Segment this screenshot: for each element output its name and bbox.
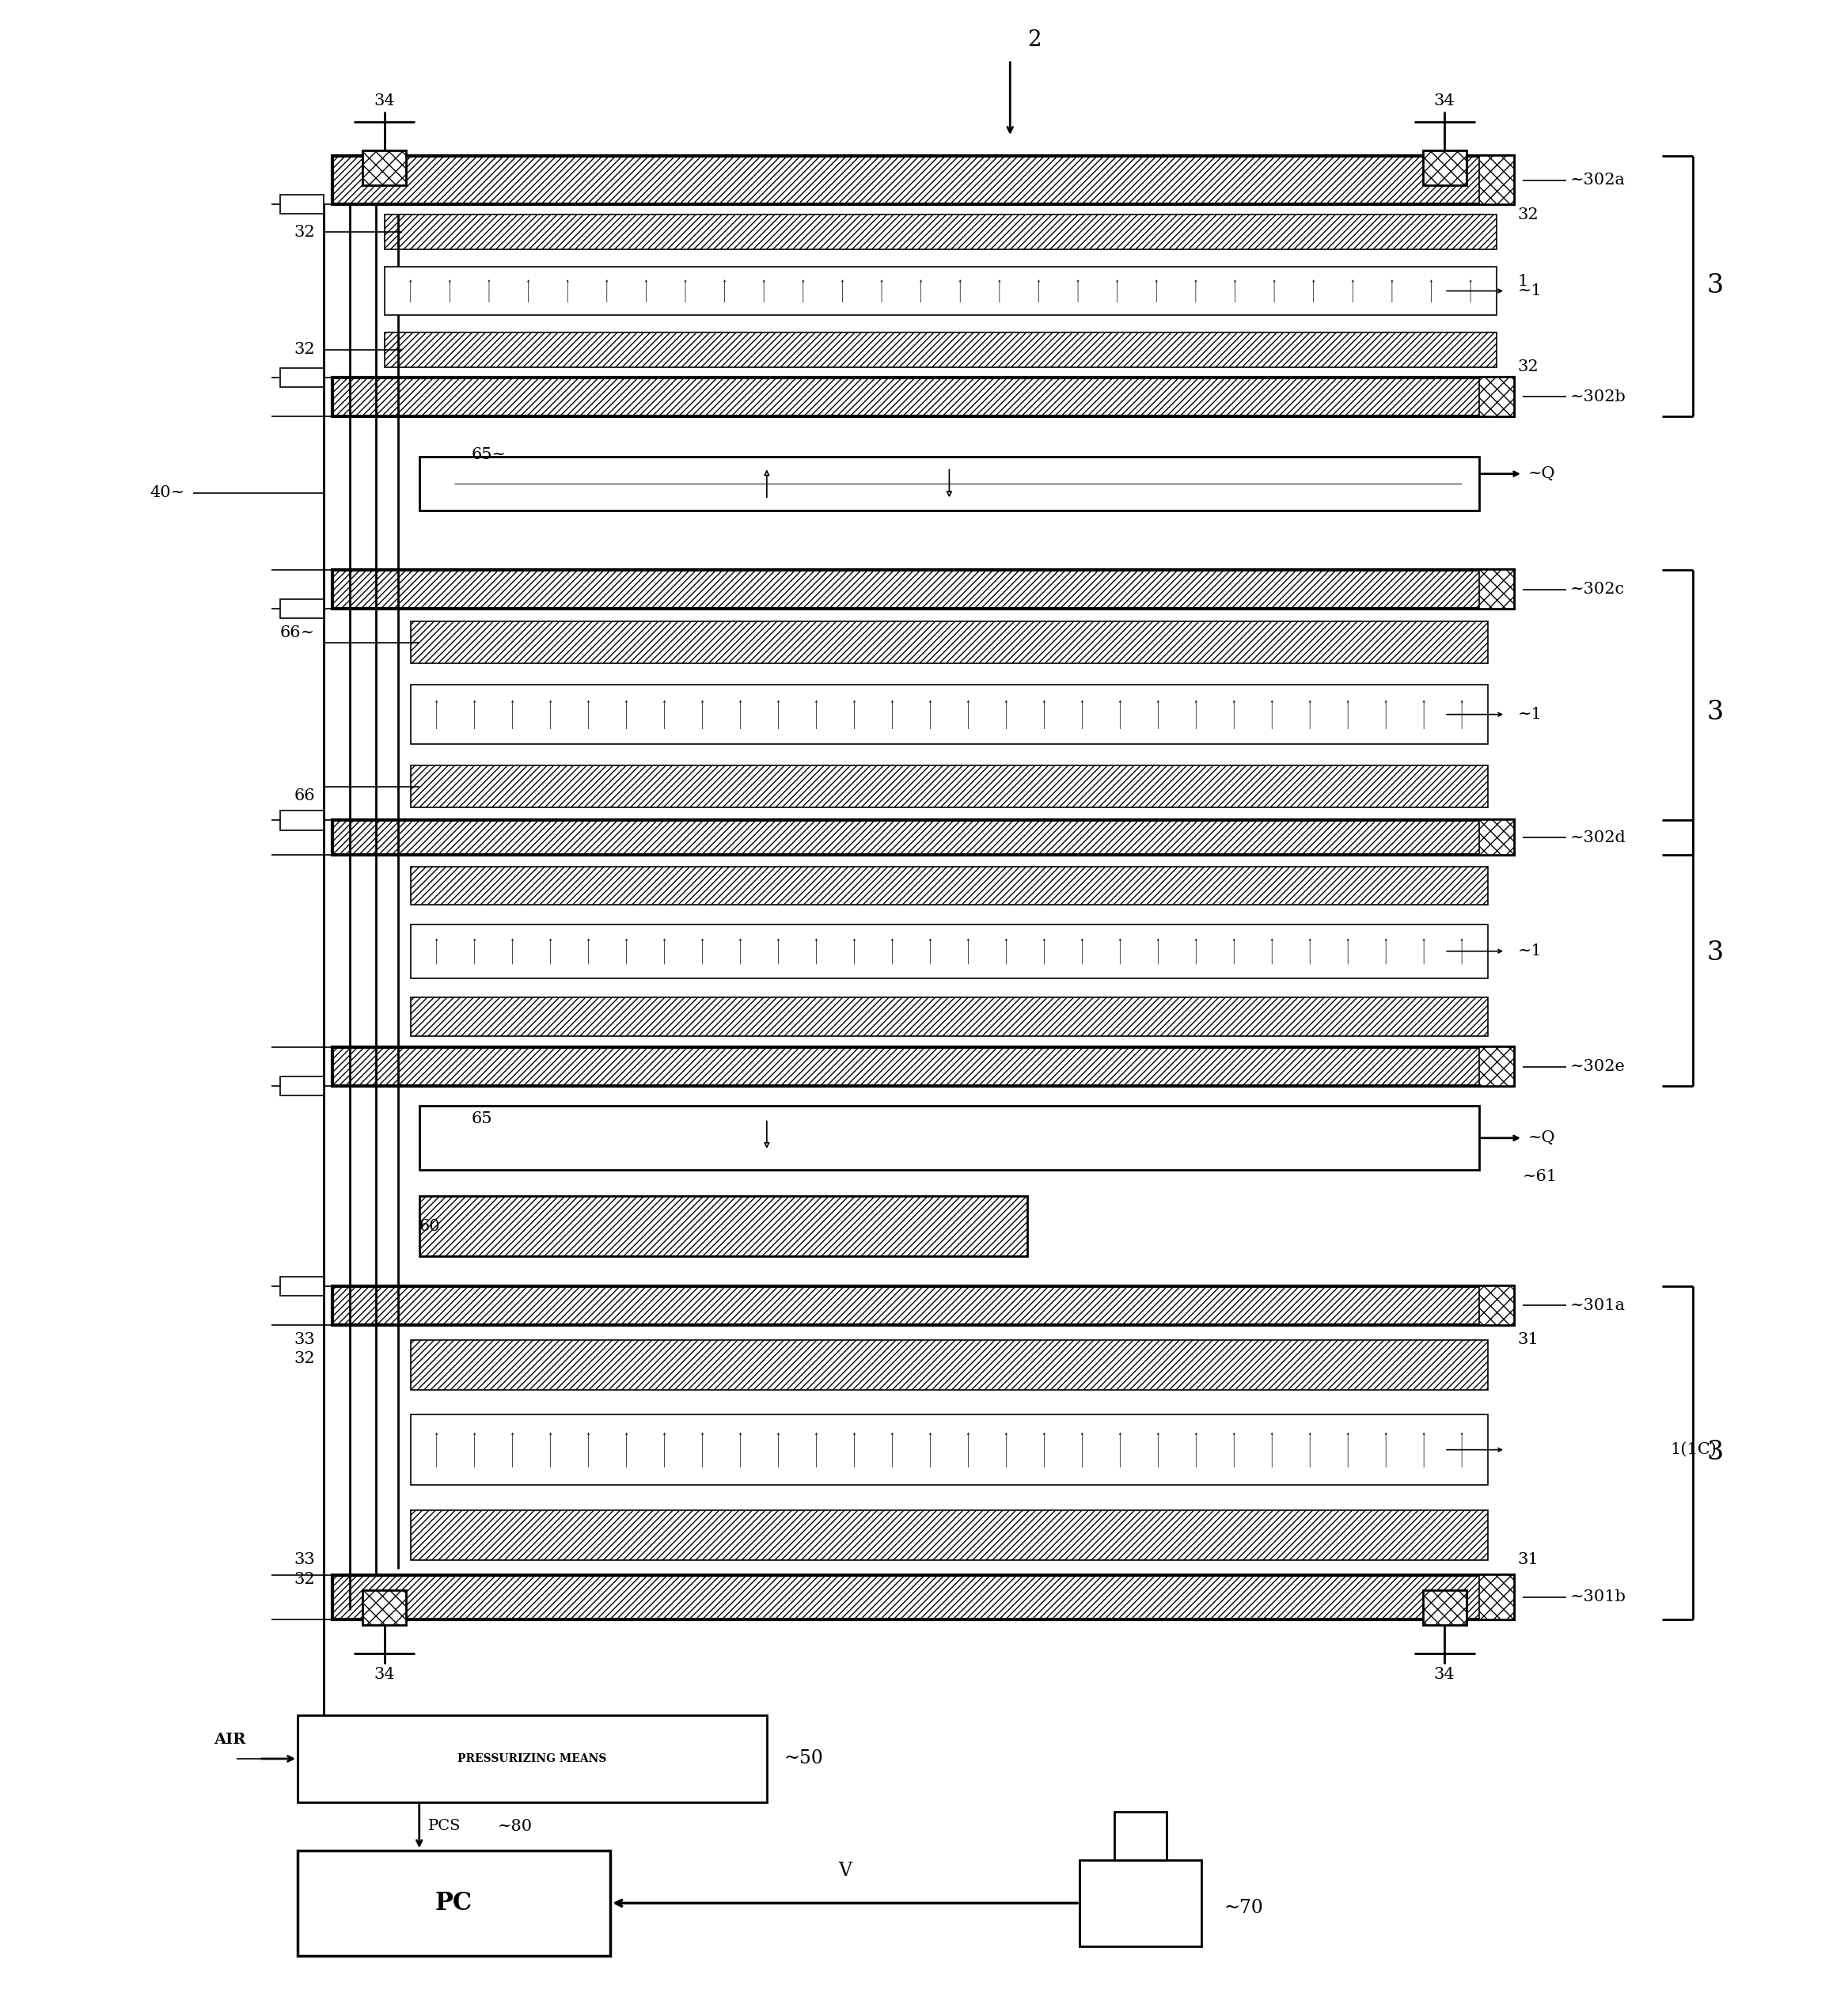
- Text: ~50: ~50: [785, 1750, 823, 1768]
- Text: ~Q: ~Q: [1527, 466, 1555, 482]
- Text: 31: 31: [1518, 1552, 1538, 1566]
- Text: 32: 32: [294, 1572, 315, 1587]
- Text: ~301b: ~301b: [1569, 1589, 1626, 1605]
- Text: 3: 3: [1706, 274, 1723, 298]
- Bar: [410, 998, 1489, 1036]
- Bar: [384, 216, 1496, 250]
- Text: PC: PC: [435, 1891, 472, 1915]
- Bar: [1480, 1574, 1514, 1619]
- Text: ~302a: ~302a: [1569, 173, 1624, 187]
- Text: 34: 34: [373, 93, 395, 109]
- Text: 3: 3: [1706, 941, 1723, 966]
- Text: 33: 33: [294, 1552, 315, 1566]
- Bar: [333, 377, 1514, 415]
- Text: 1(1C): 1(1C): [1670, 1441, 1717, 1458]
- Text: ~301a: ~301a: [1569, 1298, 1624, 1312]
- Text: 31: 31: [1518, 1333, 1538, 1347]
- Bar: [362, 1591, 406, 1625]
- Text: ~302d: ~302d: [1569, 831, 1626, 845]
- Bar: [280, 369, 324, 387]
- Bar: [1423, 151, 1467, 185]
- Text: 1: 1: [1518, 274, 1527, 288]
- Bar: [1480, 1286, 1514, 1325]
- Text: 34: 34: [373, 1667, 395, 1681]
- Bar: [1423, 1591, 1467, 1625]
- Bar: [419, 1195, 1028, 1256]
- Text: ~1: ~1: [1518, 708, 1542, 722]
- Bar: [1480, 155, 1514, 204]
- Bar: [410, 1415, 1489, 1486]
- Text: 32: 32: [294, 1351, 315, 1367]
- Bar: [1480, 821, 1514, 855]
- Text: ~1: ~1: [1518, 943, 1542, 960]
- Bar: [410, 867, 1489, 905]
- Text: ~70: ~70: [1224, 1899, 1264, 1917]
- Bar: [333, 1574, 1514, 1619]
- Bar: [410, 1510, 1489, 1560]
- Text: 40~: 40~: [150, 486, 185, 500]
- Bar: [384, 266, 1496, 314]
- Bar: [410, 923, 1489, 978]
- Bar: [410, 621, 1489, 663]
- Bar: [410, 1341, 1489, 1389]
- Text: 32: 32: [1518, 359, 1538, 375]
- Text: 65~: 65~: [472, 448, 507, 462]
- Text: 2: 2: [1028, 28, 1041, 50]
- Text: 3: 3: [1706, 700, 1723, 726]
- Text: PRESSURIZING MEANS: PRESSURIZING MEANS: [457, 1754, 607, 1764]
- Text: AIR: AIR: [214, 1732, 245, 1746]
- Bar: [384, 333, 1496, 367]
- Bar: [280, 810, 324, 831]
- Text: ~1: ~1: [1518, 284, 1542, 298]
- Text: 32: 32: [1518, 208, 1538, 222]
- Bar: [1114, 1812, 1167, 1861]
- Text: ~61: ~61: [1524, 1169, 1558, 1183]
- Bar: [419, 456, 1480, 510]
- Text: 32: 32: [294, 224, 315, 240]
- Bar: [1079, 1861, 1202, 1945]
- Text: ~Q: ~Q: [1527, 1131, 1555, 1145]
- Bar: [280, 1276, 324, 1296]
- Bar: [298, 1851, 611, 1956]
- Text: ~302c: ~302c: [1569, 583, 1624, 597]
- Text: 34: 34: [1434, 1667, 1456, 1681]
- Text: ~302e: ~302e: [1569, 1058, 1624, 1075]
- Bar: [362, 151, 406, 185]
- Text: ~302b: ~302b: [1569, 389, 1626, 405]
- Text: 34: 34: [1434, 93, 1456, 109]
- Bar: [333, 821, 1514, 855]
- Bar: [280, 196, 324, 214]
- Bar: [280, 599, 324, 619]
- Text: 33: 33: [294, 1333, 315, 1347]
- Bar: [1480, 571, 1514, 609]
- Text: 66: 66: [294, 788, 315, 804]
- Bar: [333, 571, 1514, 609]
- Text: 60: 60: [419, 1218, 441, 1234]
- Text: 65: 65: [472, 1111, 492, 1127]
- Bar: [280, 1077, 324, 1095]
- Bar: [410, 766, 1489, 808]
- Text: V: V: [838, 1863, 852, 1881]
- Bar: [1480, 377, 1514, 415]
- Text: PCS: PCS: [428, 1818, 461, 1833]
- Bar: [419, 1107, 1480, 1169]
- Bar: [333, 1286, 1514, 1325]
- Text: 66~: 66~: [280, 625, 315, 641]
- Bar: [298, 1716, 766, 1802]
- Bar: [1480, 1048, 1514, 1087]
- Text: ~80: ~80: [497, 1818, 532, 1835]
- Bar: [333, 1048, 1514, 1087]
- Bar: [410, 685, 1489, 744]
- Bar: [333, 155, 1514, 204]
- Text: 32: 32: [294, 343, 315, 357]
- Text: 3: 3: [1706, 1439, 1723, 1466]
